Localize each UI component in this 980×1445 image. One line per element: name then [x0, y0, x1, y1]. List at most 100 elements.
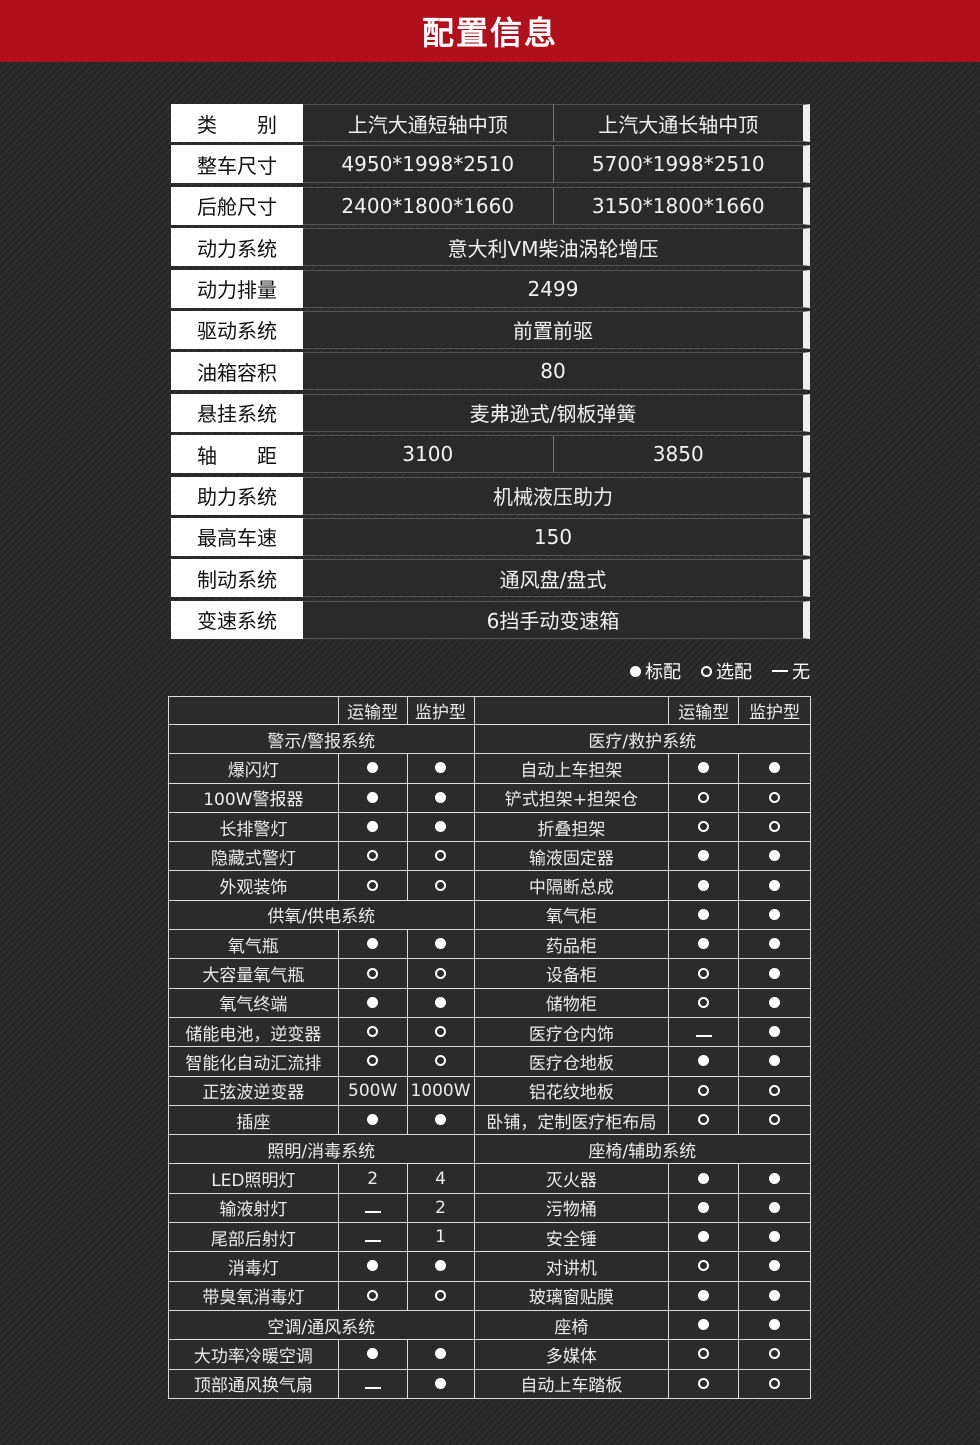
- feature-name: 外观装饰: [168, 870, 339, 901]
- standard-dot-icon: [435, 938, 447, 950]
- spec-values: 意大利VM柴油涡轮增压: [303, 228, 810, 267]
- feature-value: [668, 1368, 740, 1399]
- standard-dot-icon: [769, 1260, 781, 1272]
- spec-row: 制动系统 通风盘/盘式: [171, 559, 810, 598]
- feature-value: [738, 870, 811, 901]
- optional-circle-icon: [698, 1260, 710, 1272]
- standard-dot-icon: [769, 1201, 781, 1213]
- column-header: 监护型: [738, 696, 811, 725]
- spec-label: 制动系统: [171, 559, 303, 598]
- standard-dot-icon: [769, 1026, 781, 1038]
- feature-value: [738, 1222, 811, 1253]
- feature-value: [337, 958, 408, 989]
- feature-value: 2: [406, 1192, 475, 1224]
- feature-value: [738, 1046, 811, 1077]
- feature-value: [337, 1280, 408, 1311]
- feature-value: [337, 1339, 408, 1370]
- feature-value: [406, 1046, 475, 1077]
- optional-circle-icon: [698, 967, 710, 979]
- feature-value: [738, 1163, 811, 1194]
- feature-value: [738, 1104, 811, 1136]
- feature-name: 座椅: [473, 1309, 670, 1341]
- feature-name: 玻璃窗贴膜: [473, 1280, 670, 1311]
- spec-row: 类 别 上汽大通短轴中顶 上汽大通长轴中顶: [171, 104, 810, 142]
- feature-value: [668, 1163, 740, 1194]
- feature-value: [337, 782, 408, 813]
- feature-name: 药品柜: [473, 929, 670, 960]
- spec-value: 5700*1998*2510: [552, 146, 804, 183]
- feature-value: [668, 987, 740, 1018]
- feature-value: 1: [406, 1222, 475, 1253]
- feature-table: 运输型 监护型 运输型 监护型 警示/警报系统 医疗/救护系统 爆闪灯 自动上车担架 100W警…: [168, 696, 811, 1399]
- standard-dot-icon: [769, 1172, 781, 1184]
- feature-value: [738, 1280, 811, 1311]
- feature-value: [337, 1222, 408, 1253]
- feature-name: 爆闪灯: [168, 753, 339, 784]
- spec-value: 150: [533, 524, 573, 549]
- feature-name: 100W警报器: [168, 782, 339, 813]
- optional-circle-icon: [367, 879, 379, 891]
- feature-value: [337, 1368, 408, 1399]
- standard-dot-icon: [698, 1289, 710, 1301]
- feature-name: 氧气终端: [168, 987, 339, 1018]
- spec-value: 机械液压助力: [493, 485, 613, 510]
- spec-row: 助力系统 机械液压助力: [171, 476, 810, 515]
- standard-dot-icon: [435, 996, 447, 1008]
- feature-row: 输液射灯 2 污物桶: [168, 1192, 811, 1224]
- feature-value: [738, 929, 811, 960]
- spec-values: 150: [303, 517, 810, 556]
- standard-dot-icon: [769, 938, 781, 950]
- feature-value: [668, 1104, 740, 1136]
- optional-circle-icon: [435, 967, 447, 979]
- feature-value: 1000W: [406, 1075, 475, 1106]
- spec-row: 轴 距 3100 3850: [171, 435, 810, 474]
- optional-circle-icon: [367, 1055, 379, 1067]
- optional-circle-icon: [435, 1289, 447, 1301]
- standard-dot-icon: [435, 821, 447, 833]
- feature-value: [406, 811, 475, 843]
- feature-name: 长排警灯: [168, 811, 339, 843]
- spec-value: 80: [540, 359, 566, 384]
- feature-value: [406, 987, 475, 1018]
- standard-dot-icon: [435, 1260, 447, 1272]
- standard-dot-icon: [367, 791, 379, 803]
- feature-value: [738, 1251, 811, 1282]
- feature-value: [668, 1251, 740, 1282]
- spec-row: 动力排量 2499: [171, 269, 810, 308]
- legend: 标配 选配 无: [630, 658, 810, 684]
- standard-dot-icon: [435, 1377, 447, 1389]
- feature-row: 顶部通风换气扇 自动上车踏板: [168, 1368, 811, 1399]
- feature-row: 氧气终端 储物柜: [168, 987, 811, 1018]
- feature-value: [337, 987, 408, 1018]
- legend-optional: 选配: [701, 658, 752, 684]
- feature-name: 医疗仓内饰: [473, 1016, 670, 1048]
- feature-value: [668, 841, 740, 872]
- standard-dot-icon: [435, 1348, 447, 1360]
- spec-value: 意大利VM柴油涡轮增压: [447, 236, 659, 261]
- spec-row: 整车尺寸 4950*1998*2510 5700*1998*2510: [171, 145, 810, 184]
- spec-label: 悬挂系统: [171, 393, 303, 432]
- feature-name: 医疗仓地板: [473, 1046, 670, 1077]
- feature-value: [337, 841, 408, 872]
- standard-dot-icon: [698, 850, 710, 862]
- feature-value: [738, 841, 811, 872]
- feature-name: 储物柜: [473, 987, 670, 1018]
- feature-row: 外观装饰 中隔断总成: [168, 870, 811, 901]
- standard-dot-icon: [769, 1231, 781, 1243]
- feature-value: [406, 1368, 475, 1399]
- spec-label: 助力系统: [171, 476, 303, 515]
- standard-dot-icon: [769, 850, 781, 862]
- column-header: 监护型: [406, 696, 475, 725]
- section-header: 医疗/救护系统: [473, 723, 811, 755]
- standard-dot-icon: [698, 938, 710, 950]
- optional-circle-icon: [769, 1348, 781, 1360]
- feature-value: [406, 782, 475, 813]
- none-dash-icon: [364, 1240, 381, 1243]
- feature-name: 中隔断总成: [473, 870, 670, 901]
- feature-value: [406, 929, 475, 960]
- spec-value: 3100: [402, 442, 454, 467]
- standard-dot-icon: [435, 1114, 447, 1125]
- standard-dot-icon: [698, 1055, 710, 1067]
- feature-value: [406, 958, 475, 989]
- spec-row: 变速系统 6挡手动变速箱: [171, 600, 810, 639]
